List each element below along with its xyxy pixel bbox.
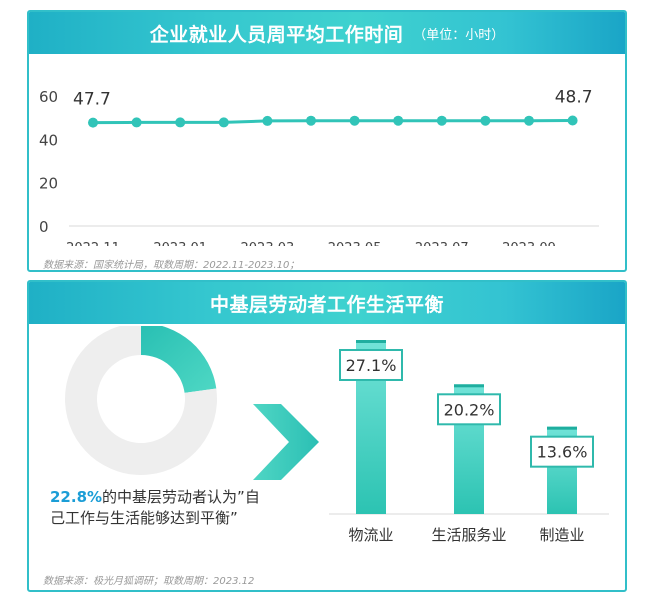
panel-title: 中基层劳动者工作生活平衡 — [209, 293, 444, 316]
bar-value-label: 20.2% — [444, 400, 495, 419]
panel-title: 企业就业人员周平均工作时间 — [149, 23, 404, 46]
bar-category-label: 制造业 — [539, 526, 584, 544]
data-point — [131, 117, 142, 128]
bar-value-box — [437, 393, 501, 426]
donut-chart — [65, 326, 217, 475]
bar-value-box — [339, 349, 403, 381]
note-percentage: 22.8% — [50, 488, 103, 506]
arrow-right-icon — [253, 404, 319, 480]
bar-category-label: 物流业 — [348, 526, 393, 544]
data-point — [262, 115, 273, 126]
data-point — [524, 115, 534, 126]
y-tick-label: 0 — [39, 218, 49, 236]
y-tick-label: 60 — [39, 88, 58, 106]
balance-note: 22.8%的中基层劳动者认为”自己工作与生活能够达到平衡” — [50, 487, 270, 529]
data-point — [306, 115, 316, 126]
line-chart: 0 20 40 60 2022.11 2023.01 2023.03 2023.05 2023.… — [39, 87, 599, 246]
bar-cap — [547, 426, 577, 430]
data-point — [436, 115, 447, 126]
bar-chart: 27.1% 物流业 20.2% 生活服务业 13.6% 制造业 — [329, 340, 609, 544]
data-point — [480, 115, 491, 126]
data-source: 数据来源：极光月狐调研；取数周期：2023.12 — [43, 576, 255, 587]
y-tick-label: 20 — [39, 175, 58, 193]
weekly-hours-panel: 企业就业人员周平均工作时间 （单位：小时） 0 20 40 60 2022.11 2023… — [27, 10, 627, 272]
bar-value-label: 27.1% — [346, 356, 397, 375]
panel-unit: （单位：小时） — [413, 27, 505, 43]
work-life-balance-panel: 中基层劳动者工作生活平衡 22.8%的中基层劳动者认为”自己工作与生活能够达到平… — [27, 280, 627, 592]
panel-header: 中基层劳动者工作生活平衡 — [29, 282, 625, 324]
data-label-last: 48.7 — [555, 87, 593, 107]
data-point — [393, 115, 404, 126]
x-tick-label: 2023.01 — [153, 241, 207, 246]
data-source: 数据来源：国家统计局，取数周期：2022.11-2023.10； — [43, 260, 300, 271]
note-text: 的中基层劳动者认为”自己工作与生活能够达到平衡” — [50, 488, 260, 527]
x-tick-label: 2023.03 — [241, 241, 295, 246]
x-tick-label: 2023.09 — [502, 241, 556, 246]
bar-cap — [454, 384, 484, 388]
series-line — [92, 118, 573, 125]
data-point — [349, 115, 360, 126]
data-point — [567, 115, 578, 126]
x-tick-label: 2023.05 — [328, 241, 382, 246]
x-tick-label: 2022.11 — [66, 241, 120, 246]
bar-value-box — [530, 435, 594, 468]
bar-category-label: 生活服务业 — [431, 526, 506, 544]
bar-cap — [356, 340, 386, 343]
donut-slice-highlight — [141, 326, 217, 393]
data-point — [218, 117, 229, 128]
panel-header: 企业就业人员周平均工作时间 （单位：小时） — [29, 12, 625, 54]
donut-slice-rest — [65, 326, 217, 475]
bar-value-label: 13.6% — [537, 443, 588, 462]
data-point — [88, 117, 98, 128]
x-tick-label: 2023.07 — [415, 241, 469, 246]
data-point — [175, 117, 186, 128]
data-label-first: 47.7 — [73, 90, 111, 110]
y-tick-label: 40 — [39, 131, 58, 149]
